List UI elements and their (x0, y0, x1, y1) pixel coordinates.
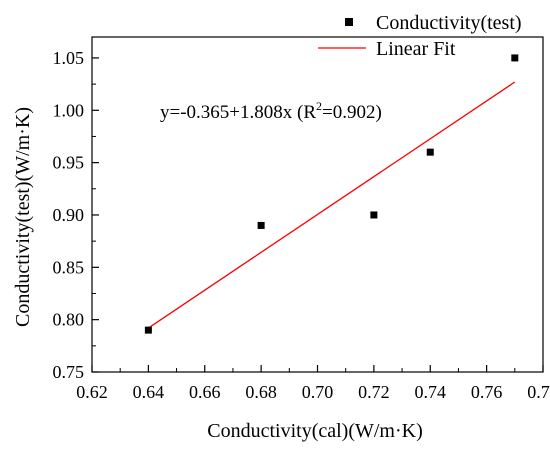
fit-equation-annotation: y=-0.365+1.808x (R2=0.902) (160, 99, 382, 123)
legend: Conductivity(test) Linear Fit (318, 12, 522, 60)
x-tick-label: 0.74 (415, 382, 447, 402)
y-tick-label: 0.90 (53, 205, 85, 225)
x-tick-label: 0.72 (358, 382, 390, 402)
y-tick-label: 0.75 (53, 362, 85, 382)
x-tick-label: 0.78 (527, 382, 550, 402)
plot-border (91, 36, 544, 373)
legend-label: Conductivity(test) (376, 12, 522, 34)
x-tick-label: 0.70 (302, 382, 334, 402)
linear-fit-line (148, 81, 516, 329)
x-tick-label: 0.62 (76, 382, 108, 402)
data-point (257, 221, 265, 229)
y-axis: 0.75 0.80 0.85 0.90 0.95 1.00 1.05 (53, 48, 99, 382)
x-tick-label: 0.68 (245, 382, 277, 402)
legend-marker-square (345, 18, 353, 26)
annotation-superscript: 2 (316, 99, 322, 113)
legend-label: Linear Fit (376, 38, 456, 60)
y-tick-label: 0.95 (53, 153, 85, 173)
y-tick-label: 0.80 (53, 310, 85, 330)
x-tick-label: 0.76 (471, 382, 503, 402)
y-tick-label: 1.05 (53, 48, 85, 68)
plot-area (91, 36, 544, 373)
data-point (511, 54, 519, 62)
y-tick-label: 1.00 (53, 100, 85, 120)
data-point (426, 148, 434, 156)
x-axis: 0.62 0.64 0.66 0.68 0.70 0.72 0.74 0.76 0.78 (76, 365, 550, 402)
x-axis-title: Conductivity(cal)(W/m·K) (207, 420, 423, 442)
annotation-suffix: =0.902) (322, 102, 382, 123)
x-tick-label: 0.66 (189, 382, 221, 402)
annotation-prefix: y=-0.365+1.808x (R (160, 102, 316, 123)
series-layer (144, 54, 519, 334)
y-axis-title: Conductivity(test)(W/m·K) (12, 107, 34, 327)
y-tick-label: 0.85 (53, 257, 85, 277)
data-point (144, 326, 152, 334)
data-point (370, 211, 378, 219)
x-tick-label: 0.64 (133, 382, 165, 402)
